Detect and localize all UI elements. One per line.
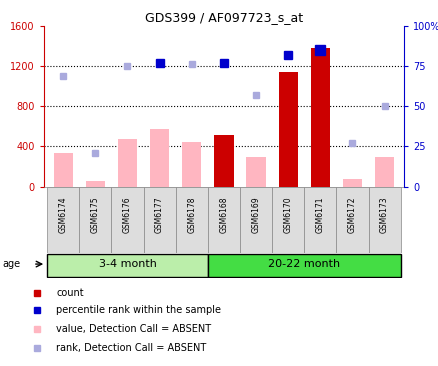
Text: GSM6169: GSM6169 (251, 197, 260, 233)
Text: GSM6178: GSM6178 (187, 197, 196, 233)
Title: GDS399 / AF097723_s_at: GDS399 / AF097723_s_at (145, 11, 302, 25)
Text: 3-4 month: 3-4 month (98, 259, 156, 269)
Bar (214, 135, 233, 187)
Bar (47, 254, 207, 277)
Bar (175, 187, 207, 253)
Bar (342, 179, 361, 187)
Bar (79, 187, 111, 253)
Bar (278, 72, 297, 187)
Bar (143, 187, 175, 253)
Text: count: count (56, 288, 84, 298)
Text: percentile rank within the sample: percentile rank within the sample (56, 305, 221, 315)
Bar (85, 181, 105, 187)
Text: GSM6177: GSM6177 (155, 197, 164, 233)
Bar (272, 187, 304, 253)
Text: GSM6168: GSM6168 (219, 197, 228, 233)
Bar (47, 187, 79, 253)
Bar (111, 187, 143, 253)
Bar (304, 187, 336, 253)
Bar (182, 142, 201, 187)
Text: GSM6176: GSM6176 (123, 197, 132, 233)
Text: age: age (2, 259, 20, 269)
Bar (207, 254, 400, 277)
Bar (310, 48, 329, 187)
Bar (246, 157, 265, 187)
Text: GSM6171: GSM6171 (315, 197, 324, 233)
Bar (374, 157, 393, 187)
Text: GSM6170: GSM6170 (283, 197, 292, 233)
Text: GSM6175: GSM6175 (91, 197, 99, 233)
Text: 20-22 month: 20-22 month (268, 259, 339, 269)
Bar (117, 139, 137, 187)
Text: value, Detection Call = ABSENT: value, Detection Call = ABSENT (56, 324, 211, 334)
Bar (150, 129, 169, 187)
Bar (336, 187, 367, 253)
Text: rank, Detection Call = ABSENT: rank, Detection Call = ABSENT (56, 343, 206, 353)
Bar (367, 187, 400, 253)
Text: GSM6172: GSM6172 (347, 197, 356, 233)
Text: GSM6173: GSM6173 (379, 197, 388, 233)
Bar (240, 187, 272, 253)
Text: GSM6174: GSM6174 (59, 197, 67, 233)
Bar (53, 153, 73, 187)
Bar (207, 187, 240, 253)
